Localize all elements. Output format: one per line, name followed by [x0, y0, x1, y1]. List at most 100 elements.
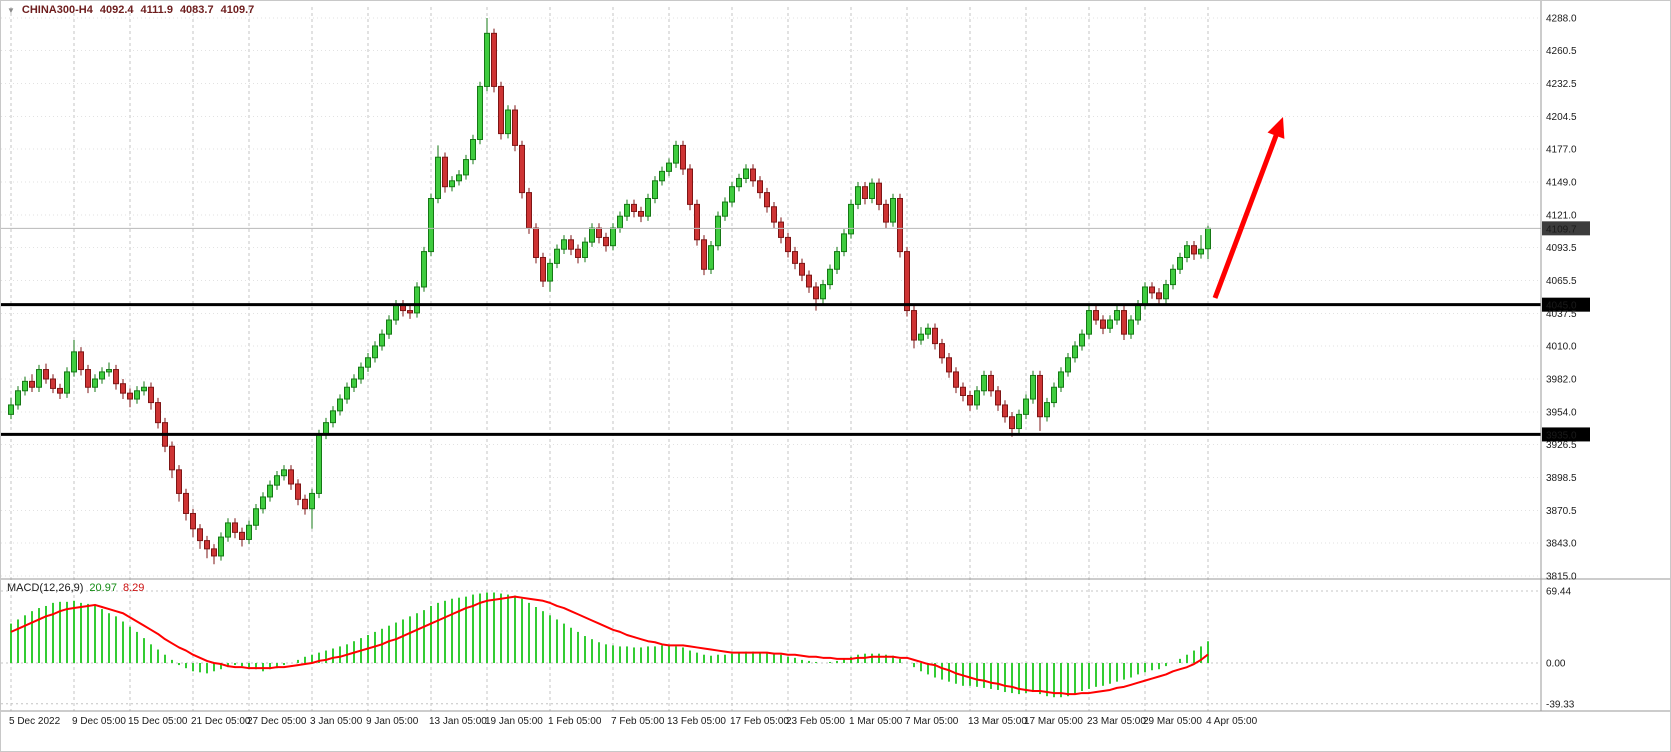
candle-body[interactable]	[1170, 268, 1176, 286]
candle-body[interactable]	[736, 177, 742, 188]
price-axis[interactable]	[1541, 1, 1671, 711]
candle-body[interactable]	[120, 383, 126, 394]
candle-body[interactable]	[169, 445, 175, 471]
candle-body[interactable]	[64, 371, 70, 394]
candle-body[interactable]	[29, 380, 35, 388]
candle-body[interactable]	[239, 531, 245, 540]
candle-body[interactable]	[1107, 319, 1113, 329]
candle-body[interactable]	[274, 475, 280, 486]
candle-body[interactable]	[71, 351, 77, 373]
candle-body[interactable]	[960, 386, 966, 397]
candle-body[interactable]	[92, 378, 98, 388]
candle-body[interactable]	[981, 374, 987, 392]
candle-body[interactable]	[372, 345, 378, 359]
candle-body[interactable]	[1058, 371, 1064, 388]
candle-body[interactable]	[260, 496, 266, 510]
candle-body[interactable]	[799, 262, 805, 276]
candle-body[interactable]	[477, 85, 483, 141]
candle-body[interactable]	[267, 484, 273, 498]
candle-body[interactable]	[155, 402, 161, 424]
candle-body[interactable]	[428, 197, 434, 253]
candle-body[interactable]	[218, 536, 224, 557]
candle-body[interactable]	[694, 203, 700, 241]
candle-body[interactable]	[365, 357, 371, 368]
candle-body[interactable]	[1100, 319, 1106, 329]
candle-body[interactable]	[43, 369, 49, 380]
candle-body[interactable]	[967, 395, 973, 406]
candle-body[interactable]	[379, 333, 385, 347]
candle-body[interactable]	[15, 390, 21, 406]
candle-body[interactable]	[232, 522, 238, 533]
candle-body[interactable]	[498, 85, 504, 135]
candle-body[interactable]	[869, 182, 875, 199]
candle-body[interactable]	[834, 251, 840, 270]
candle-body[interactable]	[624, 203, 630, 217]
candle-body[interactable]	[1093, 310, 1099, 321]
time-axis[interactable]	[1, 711, 1671, 751]
candle-body[interactable]	[316, 433, 322, 494]
candle-body[interactable]	[708, 245, 714, 270]
candle-body[interactable]	[1030, 374, 1036, 400]
chart-plot-area[interactable]	[1, 1, 1541, 711]
candle-body[interactable]	[1184, 245, 1190, 258]
candle-body[interactable]	[512, 109, 518, 146]
candle-body[interactable]	[344, 386, 350, 400]
candle-body[interactable]	[890, 197, 896, 223]
candle-body[interactable]	[281, 469, 287, 477]
candle-body[interactable]	[1198, 248, 1204, 255]
candle-body[interactable]	[1009, 416, 1015, 430]
candle-body[interactable]	[449, 180, 455, 188]
candle-body[interactable]	[393, 304, 399, 321]
candle-body[interactable]	[1037, 374, 1043, 418]
candle-body[interactable]	[582, 241, 588, 258]
candle-body[interactable]	[134, 390, 140, 400]
candle-body[interactable]	[673, 144, 679, 164]
candle-body[interactable]	[358, 366, 364, 380]
candle-body[interactable]	[309, 492, 315, 510]
candle-body[interactable]	[106, 369, 112, 373]
candle-body[interactable]	[876, 182, 882, 205]
candle-body[interactable]	[1002, 404, 1008, 418]
candle-body[interactable]	[197, 528, 203, 542]
candle-body[interactable]	[540, 256, 546, 282]
candle-body[interactable]	[351, 378, 357, 388]
candle-body[interactable]	[22, 380, 28, 392]
candle-body[interactable]	[603, 236, 609, 247]
candle-body[interactable]	[463, 159, 469, 176]
candle-body[interactable]	[1149, 286, 1155, 294]
candle-body[interactable]	[211, 548, 217, 557]
candle-body[interactable]	[554, 248, 560, 264]
candle-body[interactable]	[470, 139, 476, 161]
candle-body[interactable]	[1163, 284, 1169, 300]
candle-body[interactable]	[855, 186, 861, 205]
candle-body[interactable]	[302, 498, 308, 510]
candle-body[interactable]	[1044, 402, 1050, 418]
candle-body[interactable]	[246, 524, 252, 540]
candle-body[interactable]	[561, 239, 567, 250]
candle-body[interactable]	[78, 351, 84, 371]
candle-body[interactable]	[57, 387, 63, 394]
candle-body[interactable]	[1205, 227, 1211, 250]
candle-body[interactable]	[645, 197, 651, 217]
candle-body[interactable]	[610, 227, 616, 247]
candle-body[interactable]	[442, 156, 448, 188]
candle-body[interactable]	[806, 274, 812, 288]
candle-body[interactable]	[862, 186, 868, 199]
candle-body[interactable]	[995, 390, 1001, 406]
candle-body[interactable]	[1086, 310, 1092, 335]
candle-body[interactable]	[1114, 310, 1120, 321]
candle-body[interactable]	[386, 319, 392, 335]
trend-arrow-shaft[interactable]	[1212, 129, 1281, 299]
candle-body[interactable]	[176, 469, 182, 494]
candle-body[interactable]	[435, 156, 441, 199]
candle-body[interactable]	[141, 386, 147, 392]
candle-body[interactable]	[743, 168, 749, 179]
candle-body[interactable]	[491, 32, 497, 87]
candle-body[interactable]	[827, 268, 833, 286]
candle-body[interactable]	[113, 369, 119, 385]
candle-body[interactable]	[792, 251, 798, 264]
candle-body[interactable]	[1121, 310, 1127, 335]
candle-body[interactable]	[1023, 398, 1029, 415]
candle-body[interactable]	[897, 197, 903, 253]
